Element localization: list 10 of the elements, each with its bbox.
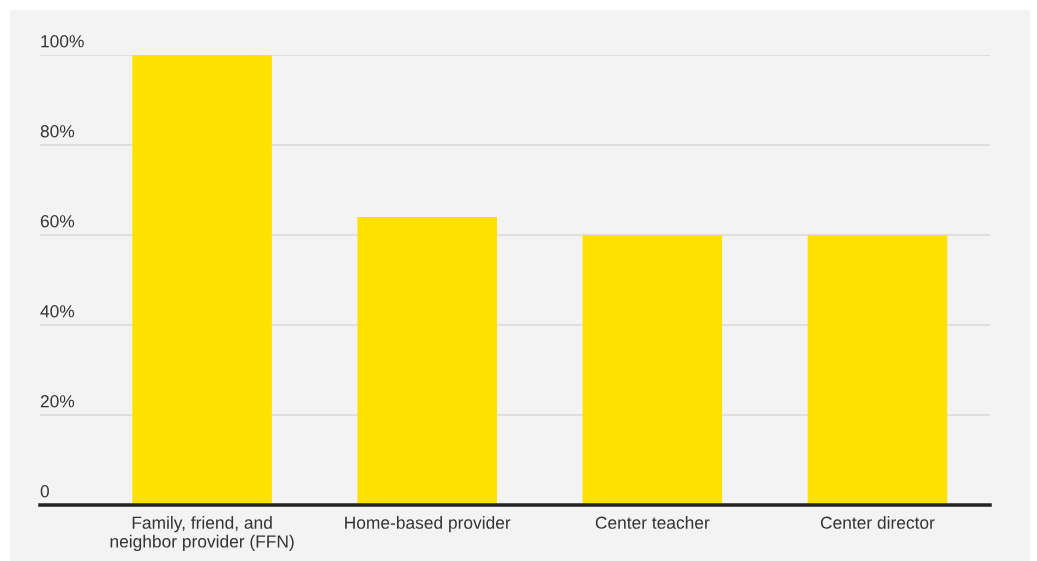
y-tick-label: 40% xyxy=(40,305,75,318)
x-tick-label: Family, friend, and neighbor provider (FFN) xyxy=(110,516,294,551)
x-tick-label: Home-based provider xyxy=(345,516,511,533)
y-tick-label: 0 xyxy=(40,485,49,498)
x-tick-label: Center teacher xyxy=(595,516,710,529)
y-tick-label: 20% xyxy=(40,395,75,408)
y-tick-label: 60% xyxy=(40,215,75,228)
y-tick-label: 100% xyxy=(41,35,84,48)
x-tick-label: Center director xyxy=(820,516,935,529)
y-tick-label: 80% xyxy=(40,125,75,138)
